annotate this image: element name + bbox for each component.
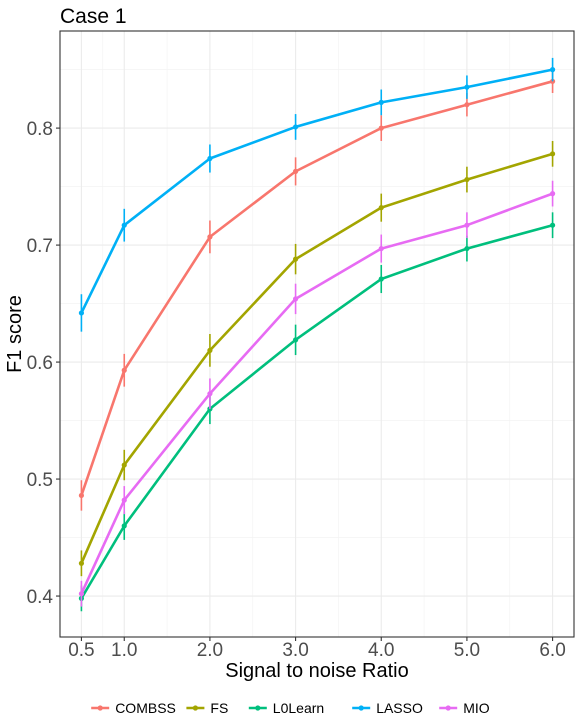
x-tick-label: 5.0 (454, 640, 480, 661)
x-tick-label: 4.0 (368, 640, 394, 661)
series-line (80, 80, 553, 496)
data-point (549, 67, 556, 73)
legend-label: L0Learn (273, 700, 324, 716)
y-axis: 0.4 0.5 0.6 0.7 0.8 (27, 119, 60, 608)
data-point (378, 205, 384, 211)
y-axis-title: F1 score (4, 295, 26, 373)
data-point (378, 276, 384, 282)
x-tick-label: 6.0 (539, 640, 565, 661)
chart-title: Case 1 (60, 5, 127, 28)
legend-item-lasso: LASSO (352, 700, 423, 716)
y-tick-label: 0.4 (27, 587, 54, 608)
minor-grid (60, 31, 574, 637)
data-point (78, 591, 85, 597)
y-tick-label: 0.5 (27, 470, 53, 491)
data-point (378, 125, 384, 131)
series-l0learn (78, 212, 556, 612)
legend-item-l0learn: L0Learn (248, 700, 324, 716)
data-point (78, 492, 85, 499)
series-line (80, 192, 554, 595)
data-point (378, 245, 384, 252)
y-tick-label: 0.6 (27, 353, 53, 374)
data-point (549, 222, 556, 228)
series-line (80, 152, 553, 564)
data-point (464, 102, 470, 108)
data-point (78, 310, 85, 316)
legend-label: COMBSS (115, 700, 176, 716)
x-tick-label: 2.0 (197, 640, 223, 661)
data-point (464, 245, 470, 252)
series-combss (78, 69, 556, 511)
panel-border (59, 30, 575, 638)
legend-key-point (192, 705, 198, 711)
data-point (207, 234, 213, 240)
data-point (292, 256, 299, 262)
data-point (78, 560, 85, 566)
series-layer (78, 57, 556, 612)
legend: COMBSS FS L0Learn LASSO MIO (91, 700, 490, 716)
data-point (121, 523, 127, 529)
x-tick-label: 1.0 (111, 640, 137, 661)
data-point (121, 367, 127, 373)
data-point (292, 124, 299, 130)
y-tick-label: 0.7 (27, 236, 53, 257)
series-line (80, 68, 553, 314)
data-point (207, 155, 213, 162)
legend-label: LASSO (376, 700, 423, 716)
x-tick-label: 0.5 (68, 640, 94, 661)
y-tick-label: 0.8 (27, 119, 53, 140)
x-axis-title: Signal to noise Ratio (225, 660, 408, 682)
legend-item-mio: MIO (439, 700, 490, 716)
legend-label: FS (210, 700, 228, 716)
data-point (292, 168, 299, 174)
data-point (121, 222, 127, 228)
legend-item-combss: COMBSS (91, 700, 176, 716)
data-point (292, 337, 299, 343)
data-point (464, 222, 470, 228)
data-point (464, 176, 470, 183)
x-axis: 0.5 1.0 2.0 3.0 4.0 5.0 6.0 (68, 637, 566, 661)
data-point (464, 84, 470, 90)
data-point (121, 497, 127, 503)
legend-key-point (97, 705, 103, 711)
data-point (549, 191, 556, 197)
legend-item-fs: FS (186, 700, 228, 716)
data-point (549, 151, 556, 157)
series-lasso (78, 57, 556, 332)
data-point (378, 99, 384, 105)
legend-key-point (255, 705, 261, 711)
legend-key-point (445, 705, 451, 711)
legend-label: MIO (463, 700, 490, 716)
series-line (80, 223, 553, 600)
x-tick-label: 3.0 (282, 640, 308, 661)
series-mio (78, 180, 556, 607)
series-fs (78, 140, 556, 577)
data-point (121, 462, 127, 468)
legend-key-point (358, 705, 364, 711)
data-point (207, 391, 213, 397)
data-point (292, 296, 299, 302)
data-point (207, 347, 213, 353)
